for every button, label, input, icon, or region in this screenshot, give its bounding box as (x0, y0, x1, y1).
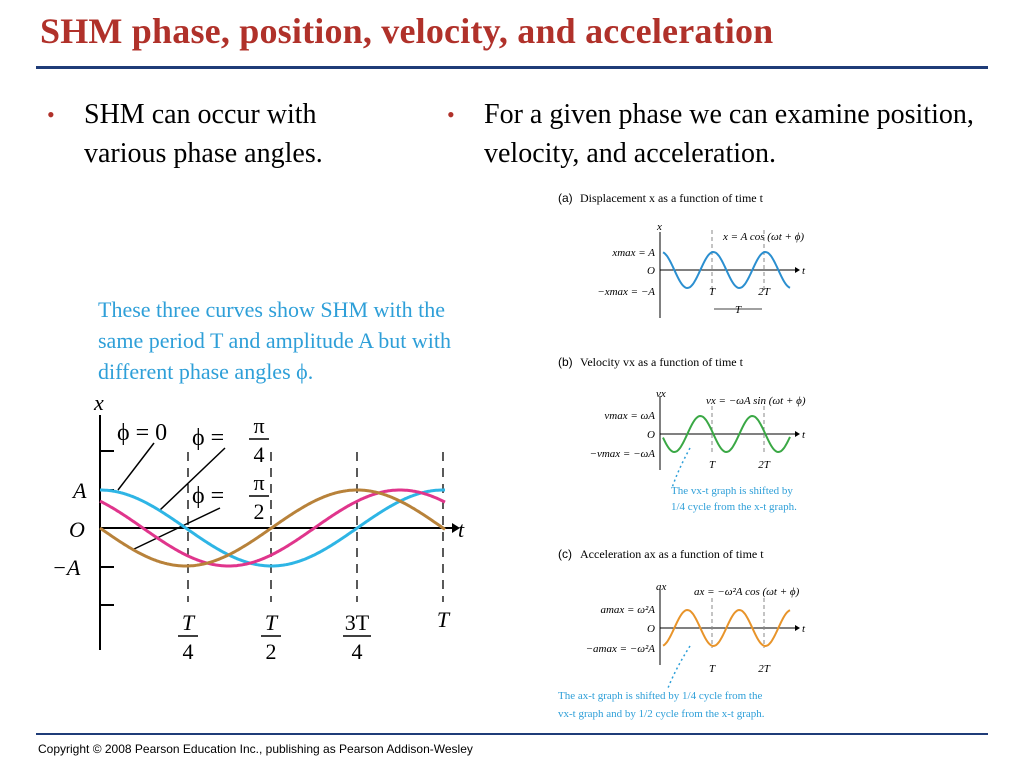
panel-c-axis-t: t (802, 623, 806, 635)
panel-c-note-1: The ax-t graph is shifted by 1/4 cycle f… (558, 690, 762, 702)
footer-rule (36, 733, 988, 735)
left-t-axis-label: t (458, 517, 465, 542)
label-plus-a: A (71, 478, 87, 503)
panel-b: (b) Velocity vx as a function of time t … (558, 355, 806, 513)
panel-b-heading: Velocity vx as a function of time t (580, 355, 744, 369)
tick-quarter-den: 4 (183, 639, 194, 664)
phase-leader-quarter (159, 447, 226, 511)
tick-three-quarter-den: 4 (352, 639, 363, 664)
panel-a-t2: 2T (758, 286, 771, 298)
phase-leader-half (131, 507, 221, 551)
panel-a-letter: (a) (558, 191, 573, 205)
panel-b-arrow (795, 431, 800, 437)
panel-c-arrow (795, 625, 800, 631)
panel-a: (a) Displacement x as a function of time… (558, 191, 806, 318)
panel-c-heading: Acceleration ax as a function of time t (580, 547, 764, 561)
copyright-footer: Copyright © 2008 Pearson Education Inc.,… (38, 742, 473, 756)
panel-a-equation: x = A cos (ωt + ϕ) (722, 231, 804, 243)
panel-b-note-leader (671, 447, 691, 489)
panel-c-max-label: amax = ω²A (600, 604, 655, 616)
panel-b-min-label: −vmax = −ωA (590, 448, 656, 460)
phase-label-0: ϕ = 0 (117, 420, 167, 446)
tick-three-quarter-num: 3T (345, 610, 370, 635)
bullet-left: • SHM can occur with various phase angle… (47, 95, 404, 173)
phase-quarter-num: π (253, 413, 264, 438)
title-rule (36, 66, 988, 69)
panel-c-curve (662, 608, 791, 648)
panel-c-axis-v: ax (656, 581, 667, 593)
panel-c-min-label: −amax = −ω²A (586, 643, 656, 655)
panel-c-t2: 2T (758, 663, 771, 675)
bullet-dot: • (447, 102, 455, 127)
panel-a-arrow (795, 267, 800, 273)
slide-title: SHM phase, position, velocity, and accel… (40, 11, 774, 51)
bullet-dot: • (47, 102, 55, 127)
panel-a-period-label: T (735, 304, 742, 316)
panel-a-t1: T (709, 286, 716, 298)
tick-half-den: 2 (266, 639, 277, 664)
panel-b-axis-v: vx (656, 388, 666, 400)
panel-c-equation: ax = −ω²A cos (ωt + ϕ) (694, 586, 800, 598)
bullet-right-text: For a given phase we can examine positio… (484, 99, 974, 169)
phase-leader-0 (117, 442, 155, 491)
panel-c-origin: O (647, 623, 655, 635)
bullet-left-text: SHM can occur with various phase angles. (84, 99, 323, 169)
panel-a-max-label: xmax = A (611, 247, 655, 259)
panel-a-origin: O (647, 265, 655, 277)
panel-b-note-1: The vx-t graph is shifted by (671, 485, 793, 497)
tick-full-num: T (437, 607, 451, 632)
panel-b-equation: vx = −ωA sin (ωt + ϕ) (706, 395, 806, 407)
label-minus-a: −A (52, 555, 81, 580)
curve-phi-half (99, 488, 446, 568)
tick-half-num: T (265, 610, 279, 635)
panel-b-note-2: 1/4 cycle from the x-t graph. (671, 501, 797, 513)
left-y-axis-label: x (93, 390, 104, 415)
phase-half-num: π (253, 470, 264, 495)
label-origin: O (69, 517, 85, 542)
panel-a-axis-t: t (802, 265, 806, 277)
phase-label-quarter: ϕ = (192, 425, 224, 451)
panel-b-letter: (b) (558, 355, 573, 369)
phase-half-den: 2 (254, 499, 265, 524)
panel-b-curve (662, 414, 791, 454)
curve-phi-0 (100, 488, 445, 568)
panel-c-note-leader (667, 645, 691, 689)
panel-a-curve (662, 250, 791, 290)
panel-c-t1: T (709, 663, 716, 675)
phase-label-half: ϕ = (192, 483, 224, 509)
panel-b-t2: 2T (758, 459, 771, 471)
panel-a-axis-v: x (656, 221, 662, 233)
tick-quarter-num: T (182, 610, 196, 635)
panel-b-t1: T (709, 459, 716, 471)
panel-c: (c) Acceleration ax as a function of tim… (558, 547, 806, 720)
panel-b-origin: O (647, 429, 655, 441)
phase-quarter-den: 4 (254, 442, 265, 467)
bullet-right: • For a given phase we can examine posit… (447, 95, 984, 173)
panel-b-max-label: vmax = ωA (604, 410, 655, 422)
panel-b-axis-t: t (802, 429, 806, 441)
panel-a-min-label: −xmax = −A (597, 286, 655, 298)
panel-a-heading: Displacement x as a function of time t (580, 191, 764, 205)
left-t-axis-arrow (452, 523, 460, 533)
panel-c-letter: (c) (558, 547, 572, 561)
panel-c-note-2: vx-t graph and by 1/2 cycle from the x-t… (558, 708, 765, 720)
left-figure-caption: These three curves show SHM with the sam… (98, 297, 451, 384)
curve-phi-quarter (99, 488, 446, 568)
